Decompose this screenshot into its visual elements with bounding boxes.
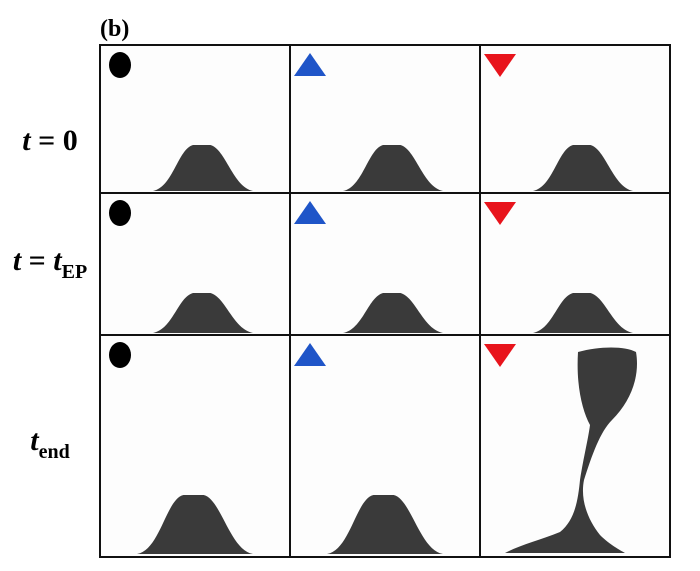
marker-circle (109, 200, 131, 226)
row-label-part: end (39, 441, 70, 463)
marker-triangle-up (294, 343, 326, 366)
droplet (343, 293, 443, 333)
droplet (153, 145, 253, 191)
droplet (505, 347, 637, 553)
row-label: t = 0 (22, 124, 77, 157)
droplet (137, 495, 253, 554)
droplet (533, 293, 633, 333)
marker-triangle-down (484, 344, 516, 367)
marker-triangle-down (484, 202, 516, 225)
row-label-part: = (21, 244, 53, 277)
droplet (327, 495, 443, 554)
row-label-part: t (13, 244, 23, 277)
droplet (153, 293, 253, 333)
row-label-part: t (53, 244, 63, 277)
marker-circle (109, 342, 131, 368)
marker-triangle-up (294, 53, 326, 76)
row-label-part: t (30, 424, 40, 457)
marker-circle (109, 52, 131, 78)
row-label: t = tEP (13, 244, 87, 283)
droplet (343, 145, 443, 191)
row-label-part: = 0 (31, 124, 78, 157)
marker-triangle-up (294, 201, 326, 224)
droplet (533, 145, 633, 191)
row-label-part: t (22, 124, 32, 157)
marker-triangle-down (484, 54, 516, 77)
row-label-part: EP (62, 261, 88, 283)
row-label: tend (30, 424, 69, 463)
panel-label: (b) (100, 16, 129, 42)
